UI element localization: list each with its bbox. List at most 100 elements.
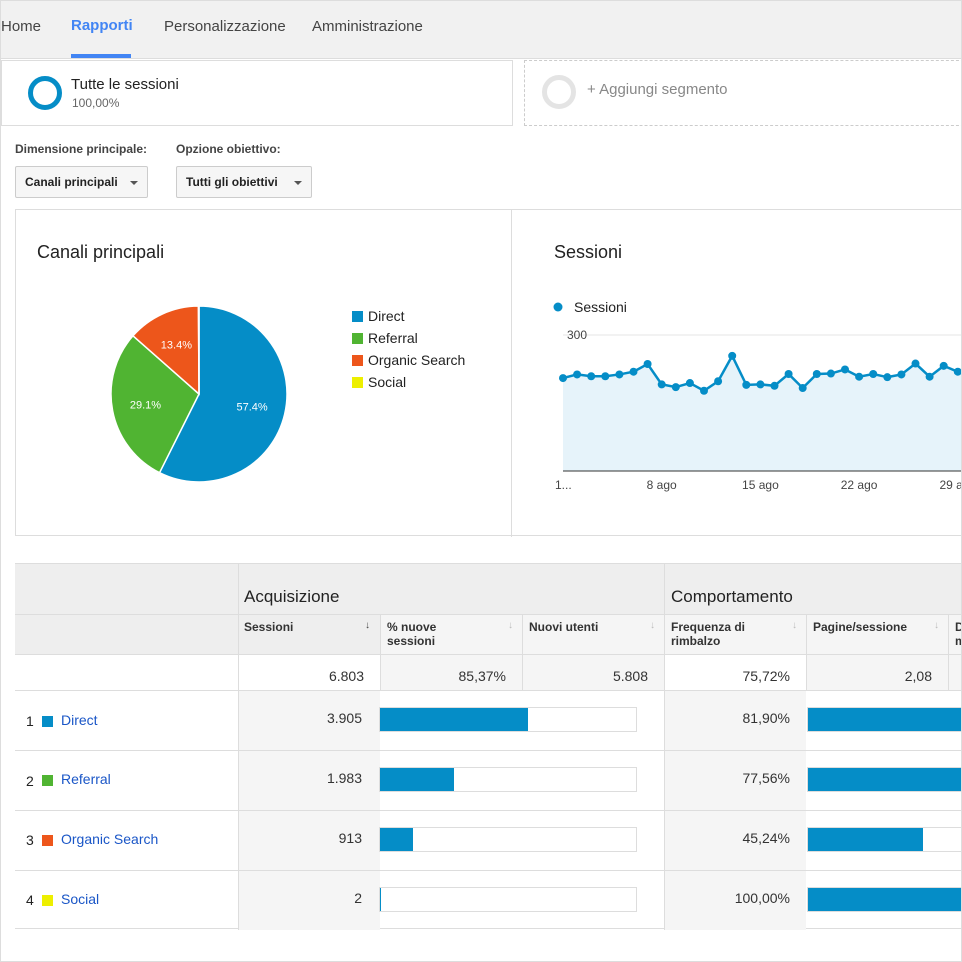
chevron-down-icon	[294, 181, 302, 185]
data-point[interactable]	[897, 370, 906, 379]
row-color-swatch	[42, 775, 53, 786]
group-title-acquisition: Acquisizione	[244, 587, 340, 606]
legend-dot-icon	[553, 302, 563, 312]
pie-slice-referral[interactable]	[110, 334, 200, 474]
add-segment-label: + Aggiungi segmento	[587, 81, 728, 98]
x-tick-label: 8 ago	[647, 478, 677, 492]
data-table: Acquisizione Comportamento Sessioni ↓ % …	[15, 563, 961, 930]
pages-bar	[807, 767, 961, 792]
data-point[interactable]	[714, 377, 723, 386]
x-tick-label: 29 ago	[939, 478, 962, 492]
sort-desc-icon[interactable]: ↓	[365, 620, 370, 631]
row-link-referral[interactable]: Referral	[61, 771, 111, 787]
segment-title: Tutte le sessioni	[71, 76, 179, 93]
x-tick-label: 22 ago	[841, 478, 878, 492]
empty-segment-ring-icon	[542, 75, 576, 109]
pie-slice-organic-search[interactable]	[131, 305, 200, 396]
data-point[interactable]	[615, 370, 624, 379]
data-point[interactable]	[700, 386, 708, 395]
data-point[interactable]	[671, 383, 680, 392]
bar-fill	[380, 708, 528, 731]
data-point[interactable]	[855, 372, 864, 381]
pie-chart: 57.4% 29.1% 13.4%	[110, 305, 288, 483]
new-sessions-bar	[379, 707, 637, 732]
header-sessions-cell	[239, 614, 380, 654]
panel-divider	[511, 210, 512, 537]
data-point[interactable]	[911, 359, 920, 368]
data-point[interactable]	[728, 351, 737, 360]
primary-dimension-dropdown[interactable]: Canali principali	[15, 166, 148, 198]
row-sessions: 1.983	[326, 770, 362, 786]
data-point[interactable]	[869, 369, 878, 378]
data-point[interactable]	[643, 360, 652, 369]
col-sessions[interactable]: Sessioni	[244, 620, 294, 634]
row-link-social[interactable]: Social	[61, 891, 100, 907]
col-pages-session[interactable]: Pagine/sessione	[813, 620, 908, 634]
data-point[interactable]	[812, 369, 821, 378]
sessions-chart-title: Sessioni	[554, 242, 623, 262]
row-bounce: 100,00%	[734, 890, 790, 906]
grid-line	[380, 614, 381, 690]
col-new-sessions[interactable]: % nuove sessioni	[387, 620, 437, 648]
row-sessions: 3.905	[326, 710, 362, 726]
pie-slice-direct[interactable]	[158, 305, 288, 483]
data-point[interactable]	[841, 365, 849, 374]
pages-bar	[807, 887, 961, 912]
data-point[interactable]	[826, 369, 835, 378]
data-point[interactable]	[756, 380, 765, 389]
primary-dimension-label: Dimensione principale:	[15, 142, 148, 156]
grid-line	[15, 750, 961, 751]
row-sessions: 2	[354, 890, 362, 906]
data-point[interactable]	[798, 384, 807, 393]
bar-fill	[808, 828, 923, 851]
data-point[interactable]	[784, 369, 793, 378]
total-bounce: 75,72%	[742, 668, 790, 684]
grid-line	[15, 654, 961, 655]
y-tick-label: 300	[567, 328, 587, 342]
nav-home[interactable]: Home	[1, 18, 42, 35]
nav-customization[interactable]: Personalizzazione	[164, 18, 286, 35]
segment-all-sessions[interactable]: Tutte le sessioni 100,00%	[1, 60, 513, 126]
pie-slice-social[interactable]	[197, 305, 200, 395]
new-sessions-bar	[379, 827, 637, 852]
data-point[interactable]	[770, 381, 779, 390]
sort-icon[interactable]: ↓	[650, 620, 655, 631]
goal-option-dropdown[interactable]: Tutti gli obiettivi	[176, 166, 312, 198]
col-bounce-rate[interactable]: Frequenza di rimbalzo	[671, 620, 746, 648]
sort-icon[interactable]: ↓	[508, 620, 513, 631]
data-point[interactable]	[559, 374, 567, 383]
sort-icon[interactable]: ↓	[792, 620, 797, 631]
legend-swatch	[352, 311, 363, 322]
header-blank	[15, 564, 238, 654]
data-point[interactable]	[601, 372, 610, 381]
grid-line	[15, 690, 961, 691]
data-point[interactable]	[883, 373, 892, 382]
data-point[interactable]	[925, 372, 934, 381]
data-point[interactable]	[939, 361, 948, 370]
nav-reports[interactable]: Rapporti	[71, 17, 133, 34]
sort-icon[interactable]: ↓	[934, 620, 939, 631]
legend-label: Social	[368, 374, 407, 390]
data-point[interactable]	[587, 372, 596, 381]
data-point[interactable]	[573, 370, 582, 379]
data-point[interactable]	[685, 379, 694, 388]
pie-chart-title: Canali principali	[37, 242, 165, 262]
add-segment-button[interactable]: + Aggiungi segmento	[524, 60, 961, 126]
data-point[interactable]	[657, 380, 666, 389]
col-duration[interactable]: D m	[955, 620, 961, 648]
col-new-users[interactable]: Nuovi utenti	[529, 620, 599, 634]
nav-admin[interactable]: Amministrazione	[312, 18, 423, 35]
row-link-direct[interactable]: Direct	[61, 712, 98, 728]
bar-fill	[380, 888, 381, 911]
grid-line	[15, 614, 961, 615]
data-point[interactable]	[742, 380, 751, 389]
data-point[interactable]	[629, 367, 638, 376]
grid-line	[522, 614, 523, 690]
chart-panels: Canali principali 57.4% 29.1% 13.4% Direct…	[15, 209, 962, 537]
data-point[interactable]	[953, 367, 962, 376]
new-sessions-bar	[379, 767, 637, 792]
row-link-organic-search[interactable]: Organic Search	[61, 831, 159, 847]
bar-fill	[808, 888, 961, 911]
header-pages-cell	[807, 614, 948, 654]
header-new-users-cell	[523, 614, 664, 654]
